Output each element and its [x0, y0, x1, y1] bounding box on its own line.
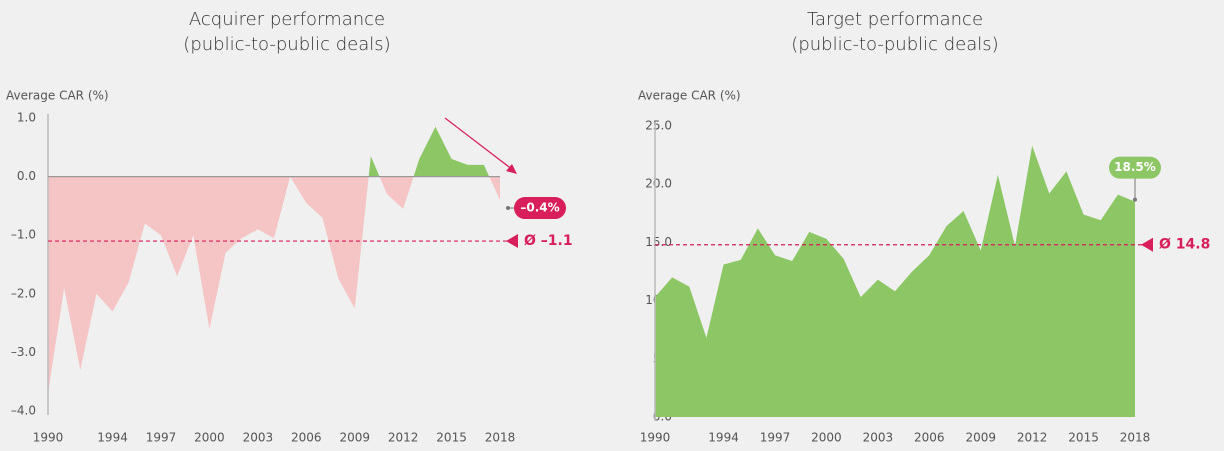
x-tick-label: 2000 — [811, 431, 842, 445]
value-label: 18.5% — [1114, 160, 1156, 174]
value-label-bg — [1109, 156, 1161, 179]
average-label: Ø –1.1 — [524, 233, 573, 249]
x-tick-label: 2018 — [1120, 431, 1151, 445]
x-tick-label: 1997 — [146, 431, 177, 445]
value-label: –0.4% — [520, 201, 559, 215]
chart-subtitle: (public-to-public deals) — [183, 34, 390, 55]
y-tick-label: 25.0 — [645, 119, 672, 133]
chart-title: Target performance — [807, 9, 983, 30]
y-tick-label: –3.0 — [11, 345, 36, 359]
y-axis-label: Average CAR (%) — [6, 89, 109, 103]
y-tick-label: 0.0 — [17, 169, 36, 183]
x-tick-label: 2006 — [291, 431, 322, 445]
area-negative — [48, 176, 500, 394]
y-tick-label: 1.0 — [17, 111, 36, 125]
y-tick-label: –1.0 — [11, 228, 36, 242]
average-marker — [506, 234, 518, 249]
x-tick-label: 2009 — [965, 431, 996, 445]
x-tick-label: 2012 — [388, 431, 419, 445]
x-tick-label: 1990 — [640, 431, 671, 445]
x-tick-label: 2000 — [194, 431, 225, 445]
y-tick-label: 15.0 — [645, 235, 672, 249]
area-positive — [655, 145, 1135, 417]
x-tick-label: 2015 — [1068, 431, 1099, 445]
y-tick-label: –2.0 — [11, 286, 36, 300]
x-tick-label: 1994 — [708, 431, 739, 445]
x-tick-label: 1990 — [33, 431, 64, 445]
x-tick-label: 2006 — [914, 431, 945, 445]
y-axis-label: Average CAR (%) — [638, 89, 741, 103]
trend-arrowhead — [506, 164, 517, 174]
value-label-bg — [514, 197, 566, 220]
y-tick-label: –4.0 — [11, 404, 36, 418]
chart-subtitle: (public-to-public deals) — [791, 34, 998, 55]
chart-title: Acquirer performance — [189, 9, 385, 30]
x-tick-label: 2015 — [436, 431, 467, 445]
area-positive — [48, 126, 500, 177]
trend-arrow — [444, 117, 514, 171]
label-dot — [506, 206, 510, 211]
x-tick-label: 2012 — [1017, 431, 1048, 445]
x-tick-label: 2003 — [863, 431, 894, 445]
label-dot — [1133, 197, 1137, 202]
x-tick-label: 2009 — [339, 431, 370, 445]
x-tick-label: 2018 — [485, 431, 516, 445]
average-label: Ø 14.8 — [1159, 237, 1210, 253]
x-tick-label: 2003 — [243, 431, 274, 445]
x-tick-label: 1997 — [760, 431, 791, 445]
y-tick-label: 20.0 — [645, 177, 672, 191]
average-marker — [1141, 237, 1153, 252]
x-tick-label: 1994 — [97, 431, 128, 445]
